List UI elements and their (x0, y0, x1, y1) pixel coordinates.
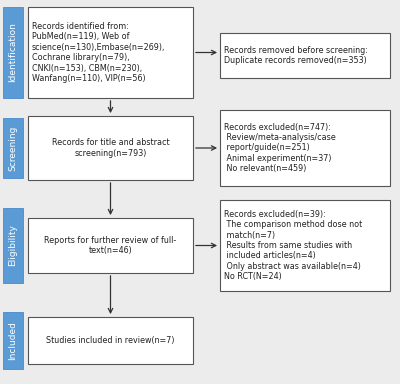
Text: Records excluded(n=747):
 Review/meta-analysis/case
 report/guide(n=251)
 Animal: Records excluded(n=747): Review/meta-ana… (224, 123, 336, 173)
Text: Screening: Screening (8, 125, 18, 170)
Bar (3, 208, 23, 283)
Text: Eligibility: Eligibility (8, 225, 18, 266)
Bar (28, 218, 193, 273)
Bar (28, 7, 193, 98)
Bar (220, 200, 390, 291)
Bar (28, 116, 193, 180)
Bar (3, 312, 23, 369)
Bar (220, 110, 390, 186)
Bar (28, 317, 193, 364)
Bar (3, 118, 23, 178)
Text: Included: Included (8, 321, 18, 360)
Text: Records for title and abstract
screening(n=793): Records for title and abstract screening… (52, 138, 169, 158)
Bar (3, 7, 23, 98)
Text: Reports for further review of full-
text(n=46): Reports for further review of full- text… (44, 236, 177, 255)
Text: Records excluded(n=39):
 The comparison method dose not
 match(n=7)
 Results fro: Records excluded(n=39): The comparison m… (224, 210, 362, 281)
Bar (220, 33, 390, 78)
Text: Records identified from:
PubMed(n=119), Web of
science(n=130),Embase(n=269),
Coc: Records identified from: PubMed(n=119), … (32, 22, 165, 83)
Text: Studies included in review(n=7): Studies included in review(n=7) (46, 336, 175, 345)
Text: Records removed before screening:
Duplicate records removed(n=353): Records removed before screening: Duplic… (224, 46, 368, 65)
Text: Identification: Identification (8, 23, 18, 83)
